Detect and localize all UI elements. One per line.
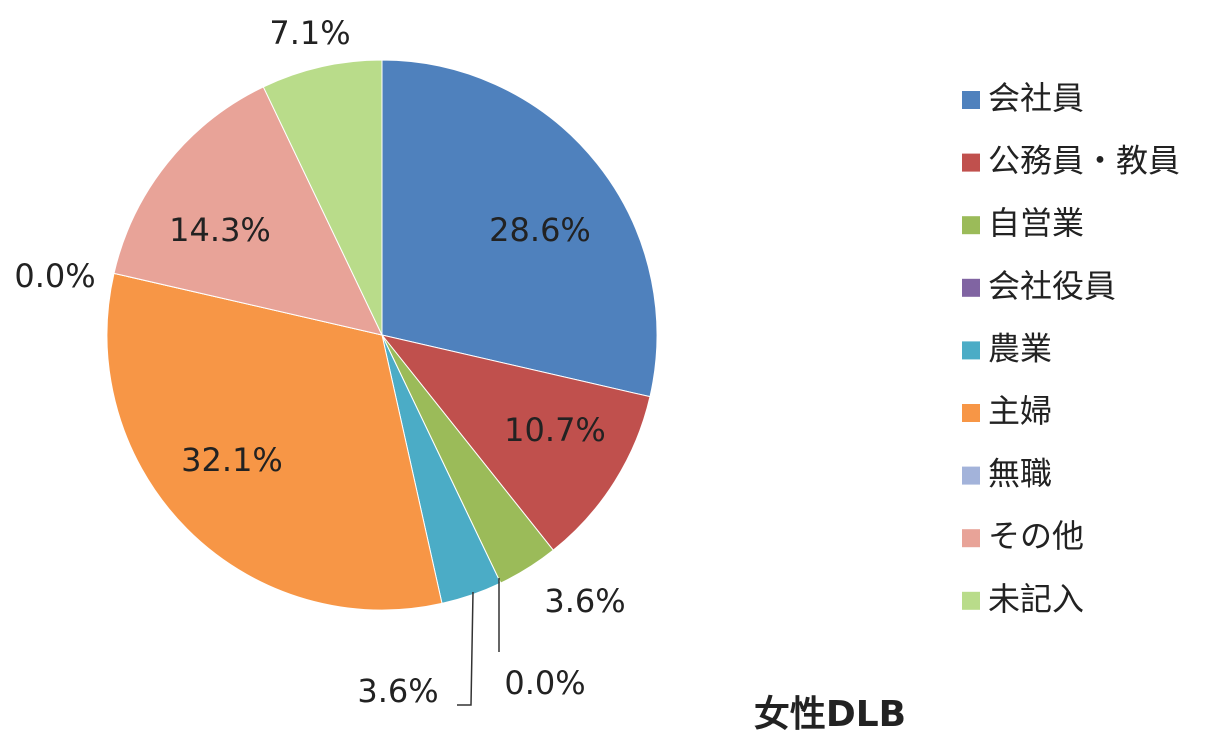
legend-label: 無職	[988, 455, 1052, 493]
data-label: 3.6%	[544, 582, 625, 620]
legend-label: その他	[988, 517, 1084, 555]
legend-label: 公務員・教員	[988, 142, 1180, 180]
data-label: 28.6%	[489, 211, 591, 249]
legend-swatch	[962, 591, 980, 610]
data-label: 32.1%	[181, 441, 283, 479]
data-label: 3.6%	[357, 672, 438, 710]
legend-label: 自営業	[988, 204, 1084, 242]
data-label: 14.3%	[169, 211, 271, 249]
legend-swatch	[962, 341, 980, 360]
legend-label: 会社員	[988, 79, 1084, 117]
legend-label: 会社役員	[988, 267, 1116, 305]
legend-label: 主婦	[988, 392, 1052, 430]
legend-swatch	[962, 529, 980, 548]
data-label: 7.1%	[269, 14, 350, 52]
pie-slice	[106, 272, 443, 611]
chart-title: 女性DLB	[754, 694, 906, 735]
data-label: 0.0%	[504, 664, 585, 702]
pie-slice	[380, 334, 651, 551]
legend-swatch	[962, 91, 980, 109]
legend-swatch	[962, 404, 980, 422]
legend-swatch	[962, 466, 980, 485]
leader-line	[457, 591, 474, 706]
legend-swatch	[962, 278, 980, 297]
legend-swatch	[962, 153, 980, 172]
pie-slice	[113, 86, 383, 336]
data-label: 10.7%	[504, 411, 606, 449]
legend-label: 未記入	[988, 580, 1084, 618]
pie-slice	[381, 59, 658, 398]
legend-label: 農業	[988, 329, 1052, 367]
legend-swatch	[962, 216, 980, 235]
pie-slice	[262, 59, 383, 336]
data-label: 0.0%	[14, 257, 95, 295]
